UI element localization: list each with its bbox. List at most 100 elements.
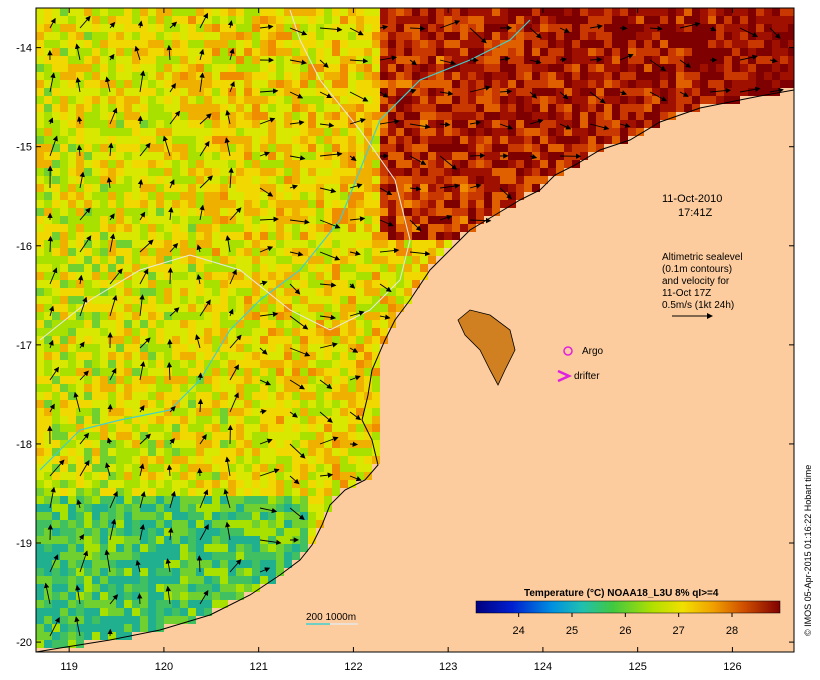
sst-cell <box>44 168 52 176</box>
sst-cell <box>380 304 388 312</box>
sst-cell <box>628 104 636 112</box>
sst-cell <box>180 192 188 200</box>
sst-cell <box>668 24 676 32</box>
sst-cell <box>508 80 516 88</box>
sst-cell <box>84 48 92 56</box>
sst-cell <box>84 304 92 312</box>
sst-cell <box>508 56 516 64</box>
sst-cell <box>140 568 148 576</box>
sst-cell <box>628 40 636 48</box>
sst-cell <box>596 120 604 128</box>
colorbar-tick-label: 28 <box>726 625 738 637</box>
sst-cell <box>156 496 164 504</box>
sst-cell <box>500 96 508 104</box>
sst-cell <box>308 432 316 440</box>
sst-cell <box>140 176 148 184</box>
sst-cell <box>284 208 292 216</box>
sst-cell <box>196 512 204 520</box>
sst-cell <box>172 360 180 368</box>
sst-cell <box>108 80 116 88</box>
sst-cell <box>308 240 316 248</box>
sst-cell <box>108 248 116 256</box>
sst-cell <box>308 160 316 168</box>
sst-cell <box>260 304 268 312</box>
sst-cell <box>300 280 308 288</box>
sst-cell <box>244 304 252 312</box>
sst-cell <box>364 64 372 72</box>
sst-cell <box>252 512 260 520</box>
sst-cell <box>156 320 164 328</box>
sst-cell <box>196 48 204 56</box>
sst-cell <box>204 440 212 448</box>
sst-cell <box>244 168 252 176</box>
altimetry-line5: 0.5m/s (1kt 24h) <box>662 300 734 311</box>
sst-cell <box>452 120 460 128</box>
sst-cell <box>284 376 292 384</box>
sst-cell <box>76 512 84 520</box>
sst-cell <box>508 104 516 112</box>
sst-cell <box>364 192 372 200</box>
sst-cell <box>268 176 276 184</box>
velocity-arrow <box>169 438 175 445</box>
sst-cell <box>100 88 108 96</box>
sst-cell <box>324 416 332 424</box>
sst-cell <box>140 40 148 48</box>
sst-cell <box>396 288 404 296</box>
sst-cell <box>156 280 164 288</box>
sst-cell <box>180 432 188 440</box>
sst-cell <box>316 392 324 400</box>
sst-cell <box>164 40 172 48</box>
sst-cell <box>100 528 108 536</box>
sst-cell <box>260 536 268 544</box>
sst-cell <box>220 416 228 424</box>
sst-cell <box>260 368 268 376</box>
sst-cell <box>148 600 156 608</box>
sst-cell <box>180 312 188 320</box>
sst-cell <box>108 376 116 384</box>
sst-cell <box>68 304 76 312</box>
sst-cell <box>348 472 356 480</box>
sst-cell <box>36 312 44 320</box>
sst-cell <box>540 120 548 128</box>
sst-cell <box>236 280 244 288</box>
sst-cell <box>324 136 332 144</box>
velocity-arrow <box>289 443 306 459</box>
velocity-arrow <box>679 91 689 97</box>
sst-cell <box>300 200 308 208</box>
sst-cell <box>356 216 364 224</box>
sst-cell <box>540 88 548 96</box>
sst-cell <box>204 136 212 144</box>
sst-cell <box>284 416 292 424</box>
sst-cell <box>236 32 244 40</box>
sst-cell <box>372 192 380 200</box>
velocity-arrow <box>259 88 279 94</box>
sst-cell <box>372 376 380 384</box>
sst-cell <box>52 560 60 568</box>
sst-cell <box>532 88 540 96</box>
sst-cell <box>124 552 132 560</box>
sst-cell <box>116 240 124 248</box>
sst-cell <box>188 168 196 176</box>
sst-cell <box>228 520 236 528</box>
sst-cell <box>388 128 396 136</box>
sst-cell <box>668 88 676 96</box>
sst-cell <box>588 16 596 24</box>
sst-cell <box>404 40 412 48</box>
sst-cell <box>84 584 92 592</box>
sst-cell <box>108 232 116 240</box>
sst-cell <box>284 336 292 344</box>
sst-cell <box>156 264 164 272</box>
sst-cell <box>276 32 284 40</box>
velocity-arrow <box>259 539 282 545</box>
sst-cell <box>212 512 220 520</box>
sst-cell <box>308 64 316 72</box>
sst-cell <box>364 112 372 120</box>
sst-cell <box>332 272 340 280</box>
sst-cell <box>84 24 92 32</box>
sst-cell <box>388 160 396 168</box>
sst-cell <box>124 288 132 296</box>
sst-cell <box>580 48 588 56</box>
sst-cell <box>76 448 84 456</box>
sst-cell <box>188 472 196 480</box>
sst-cell <box>60 96 68 104</box>
